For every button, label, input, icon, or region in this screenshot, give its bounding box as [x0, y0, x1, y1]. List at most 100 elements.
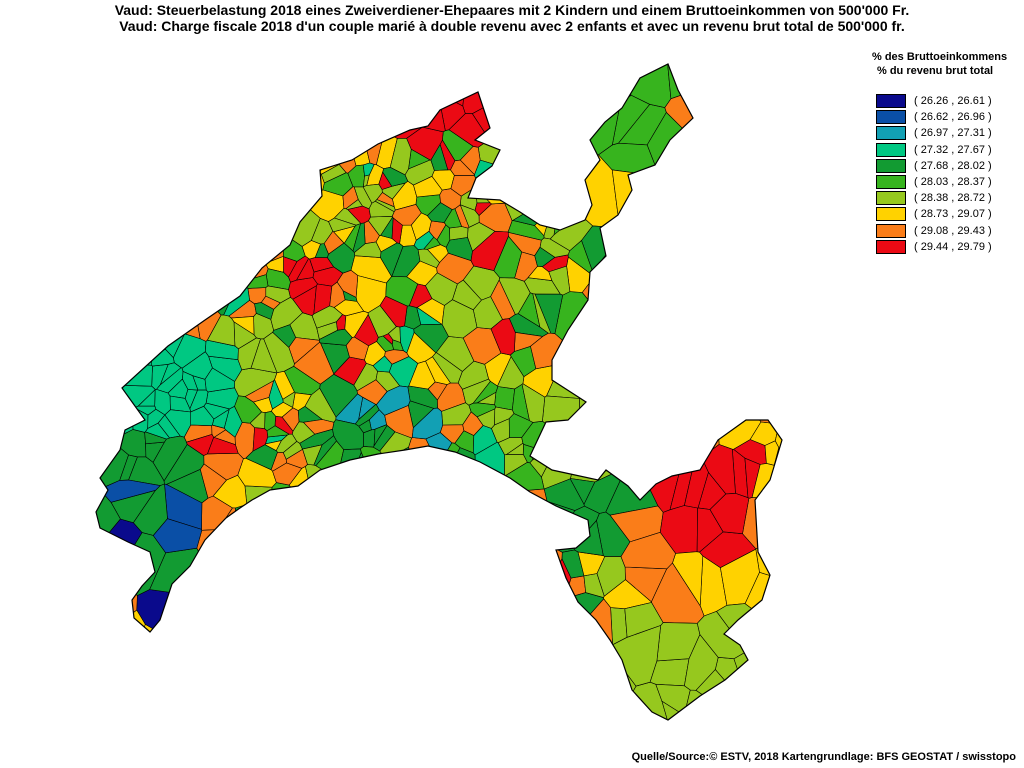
municipality-area: [413, 175, 443, 198]
municipality-area: [684, 265, 730, 298]
municipality-area: [233, 203, 258, 229]
municipality-area: [116, 234, 146, 259]
municipality-area: [196, 218, 220, 246]
municipality-area: [265, 646, 306, 672]
municipality-area: [192, 684, 217, 720]
municipality-area: [445, 64, 469, 93]
municipality-area: [203, 402, 230, 420]
municipality-area: [119, 206, 149, 237]
municipality-area: [555, 88, 590, 136]
municipality-area: [122, 134, 153, 180]
municipality-area: [470, 644, 525, 689]
municipality-area: [600, 411, 657, 459]
municipality-area: [412, 458, 436, 489]
municipality-area: [278, 554, 325, 605]
legend-item: ( 26.26 , 26.61 ): [876, 93, 1016, 109]
municipality-area: [726, 207, 768, 242]
municipality-area: [456, 573, 487, 601]
municipality-area: [113, 257, 150, 291]
municipality-area: [171, 142, 200, 174]
municipality-area: [253, 631, 272, 665]
municipality-area: [370, 710, 442, 720]
municipality-area: [162, 221, 191, 257]
municipality-area: [732, 361, 770, 403]
municipality-area: [470, 230, 509, 271]
legend-item: ( 26.97 , 27.31 ): [876, 125, 1016, 141]
municipality-area: [213, 187, 233, 205]
municipality-area: [585, 64, 632, 108]
municipality-area: [105, 658, 150, 720]
municipality-area: [441, 299, 478, 339]
municipality-area: [684, 633, 719, 691]
municipality-area: [258, 155, 282, 194]
municipality-area: [723, 166, 775, 213]
municipality-area: [238, 681, 272, 720]
municipality-area: [230, 245, 264, 272]
municipality-area: [324, 543, 374, 568]
municipality-area: [712, 64, 766, 80]
municipality-area: [272, 324, 297, 348]
municipality-area: [654, 325, 706, 383]
municipality-area: [507, 678, 579, 720]
municipality-area: [145, 169, 176, 190]
municipality-area: [411, 407, 444, 440]
title-line-de: Vaud: Steuerbelastung 2018 eines Zweiver…: [114, 2, 910, 18]
municipality-area: [571, 445, 623, 473]
municipality-area: [565, 422, 607, 461]
municipality-area: [464, 692, 497, 720]
municipality-area: [413, 512, 454, 548]
municipality-area: [330, 125, 369, 153]
municipality-area: [182, 371, 199, 391]
legend-label: ( 26.26 , 26.61 ): [914, 95, 992, 108]
municipality-area: [317, 658, 360, 685]
municipality-area: [119, 64, 160, 78]
municipality-area: [310, 554, 346, 616]
municipality-area: [299, 139, 331, 160]
municipality-area: [245, 444, 278, 471]
municipality-area: [379, 617, 415, 641]
municipality-area: [204, 136, 230, 162]
municipality-area: [270, 661, 309, 688]
municipality-area: [765, 316, 782, 354]
municipality-area: [181, 253, 207, 280]
municipality-area: [472, 380, 499, 404]
municipality-area: [510, 572, 548, 626]
municipality-area: [403, 64, 440, 101]
municipality-area: [757, 272, 782, 318]
municipality-area: [750, 388, 782, 425]
municipality-area: [189, 64, 225, 99]
municipality-area: [173, 268, 191, 292]
municipality-area: [169, 212, 200, 248]
municipality-area: [742, 268, 780, 295]
municipality-area: [191, 170, 219, 198]
municipality-area: [495, 583, 514, 627]
municipality-area: [772, 633, 782, 670]
municipality-area: [756, 683, 782, 720]
municipality-area: [578, 341, 606, 395]
municipality-area: [182, 101, 219, 141]
municipality-area: [144, 116, 186, 142]
municipality-area: [729, 109, 773, 156]
municipality-area: [599, 392, 650, 434]
municipality-area: [96, 160, 106, 197]
municipality-area: [274, 109, 311, 131]
municipality-area: [394, 93, 421, 117]
municipality-area: [149, 334, 159, 353]
municipality-area: [256, 516, 311, 573]
municipality-area: [459, 660, 505, 694]
municipality-area: [442, 80, 454, 99]
municipality-area: [489, 684, 514, 720]
municipality-area: [387, 326, 401, 343]
municipality-area: [353, 313, 379, 347]
municipality-area: [188, 564, 248, 621]
municipality-area: [239, 215, 273, 233]
municipality-area: [272, 159, 298, 178]
municipality-area: [196, 529, 241, 560]
legend-title-de: % des Bruttoeinkommens: [872, 51, 1008, 63]
municipality-area: [96, 539, 106, 570]
municipality-area: [96, 389, 120, 447]
municipality-area: [368, 75, 392, 133]
municipality-area: [239, 76, 275, 114]
municipality-area: [342, 186, 359, 210]
municipality-area: [350, 470, 396, 508]
